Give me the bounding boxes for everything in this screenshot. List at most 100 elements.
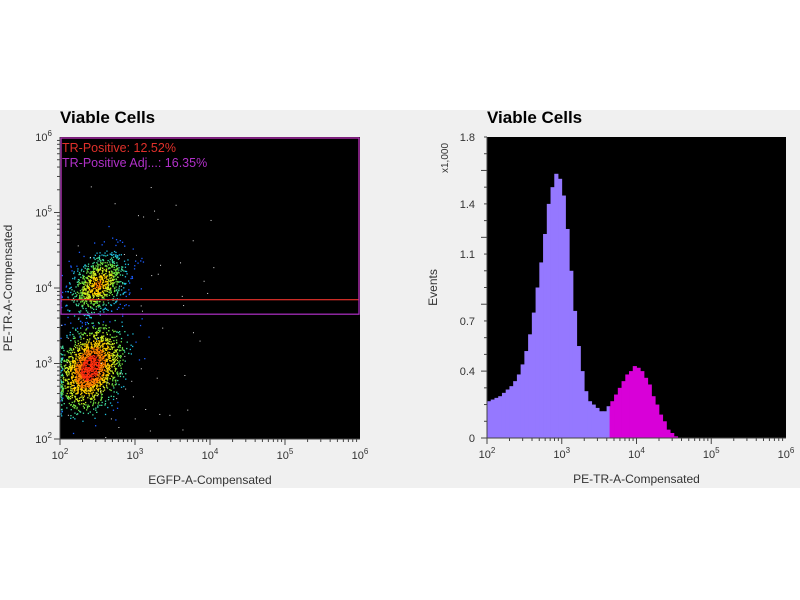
scatter-point [60, 346, 62, 348]
scatter-point [72, 375, 74, 377]
scatter-point [103, 274, 105, 276]
scatter-point [96, 257, 98, 260]
scatter-point [71, 294, 73, 296]
scatter-point [87, 343, 89, 345]
scatter-point [72, 362, 74, 364]
histogram-bar [584, 391, 589, 438]
scatter-point [109, 370, 111, 372]
scatter-point [60, 376, 62, 378]
scatter-point [102, 304, 104, 306]
scatter-point [110, 282, 112, 284]
scatter-point [61, 415, 63, 417]
scatter-point [74, 340, 76, 342]
scatter-point [63, 379, 65, 381]
scatter-point [104, 352, 106, 354]
scatter-point [78, 273, 80, 276]
scatter-point [97, 374, 99, 376]
scatter-point [92, 358, 94, 360]
scatter-point [114, 379, 116, 382]
scatter-point [103, 347, 105, 349]
scatter-point [78, 378, 80, 380]
scatter-point [60, 363, 62, 366]
scatter-point [119, 346, 121, 348]
scatter-point [98, 379, 100, 381]
scatter-point [61, 404, 63, 406]
scatter-point [85, 308, 87, 310]
scatter-point [88, 287, 90, 289]
scatter-point [72, 293, 75, 295]
scatter-point [90, 374, 92, 376]
scatter-point [94, 332, 97, 334]
scatter-point [75, 365, 77, 367]
scatter-point [69, 386, 71, 388]
scatter-point [73, 315, 76, 317]
scatter-point [85, 297, 87, 300]
scatter-point [88, 291, 90, 293]
scatter-point [78, 403, 80, 405]
scatter-point [89, 338, 91, 340]
scatter-point [151, 275, 153, 277]
scatter-point [132, 248, 134, 250]
scatter-point [93, 340, 95, 342]
scatter-point [115, 265, 117, 267]
scatter-point [116, 269, 118, 271]
scatter-point [81, 322, 83, 324]
scatter-point [91, 286, 94, 288]
scatter-point [98, 342, 100, 345]
scatter-point [112, 356, 114, 358]
scatter-point [74, 292, 77, 294]
scatter-point [106, 338, 109, 341]
scatter-point [69, 404, 72, 406]
scatter-point [107, 284, 109, 286]
scatter-point [78, 353, 80, 356]
scatter-point [94, 370, 96, 373]
scatter-point [81, 389, 83, 391]
scatter-point [75, 353, 78, 356]
scatter-point [82, 373, 85, 375]
scatter-point [73, 349, 75, 351]
scatter-point [89, 353, 92, 355]
scatter-point [102, 362, 104, 364]
scatter-point [87, 271, 89, 273]
scatter-point [71, 395, 73, 397]
scatter-point [76, 413, 78, 416]
scatter-point [110, 365, 112, 367]
scatter-point [74, 369, 76, 372]
scatter-point [91, 364, 94, 366]
scatter-point [86, 373, 88, 375]
scatter-point [110, 304, 112, 306]
scatter-point [92, 379, 95, 381]
scatter-point [87, 378, 90, 381]
scatter-point [83, 296, 85, 298]
scatter-point [156, 377, 158, 379]
scatter-point [86, 334, 88, 337]
scatter-point [75, 369, 77, 371]
scatter-point [116, 371, 119, 373]
scatter-point [121, 347, 124, 349]
scatter-point [120, 355, 122, 357]
scatter-point [101, 294, 103, 297]
scatter-point [68, 282, 71, 284]
scatter-point [94, 273, 97, 275]
scatter-point [93, 381, 96, 383]
scatter-point [96, 385, 98, 387]
scatter-point [157, 218, 159, 220]
scatter-point [84, 391, 86, 394]
scatter-point [79, 378, 82, 380]
scatter-point [93, 371, 95, 374]
scatter-point [117, 375, 119, 377]
scatter-point [61, 396, 63, 398]
scatter-point [90, 367, 92, 370]
scatter-point [119, 360, 121, 362]
histogram-bar [602, 411, 607, 438]
scatter-point [89, 372, 91, 374]
scatter-point [108, 342, 110, 345]
scatter-point [93, 274, 95, 276]
scatter-point [75, 295, 77, 297]
scatter-point [108, 271, 110, 273]
scatter-point [118, 426, 120, 428]
scatter-point [108, 366, 111, 368]
scatter-point [76, 389, 78, 391]
scatter-point [117, 393, 119, 395]
scatter-point [96, 386, 98, 388]
